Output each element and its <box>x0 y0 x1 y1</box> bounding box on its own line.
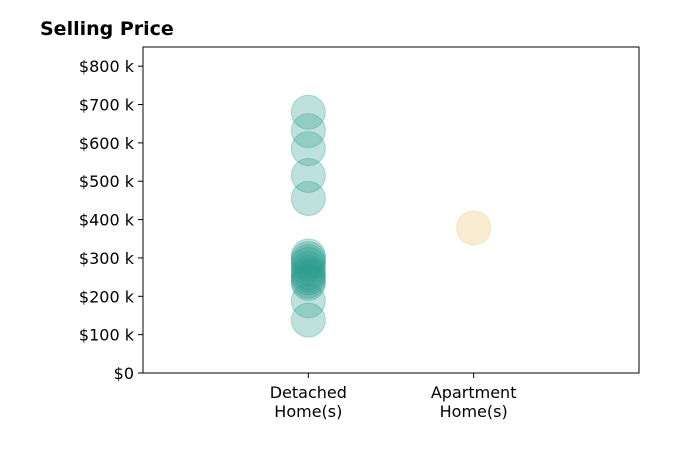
y-axis: $0 $100 k $200 k $300 k $400 k $500 k $600 k $7… <box>79 57 143 383</box>
chart-title: Selling Price <box>40 18 174 40</box>
data-point <box>290 257 326 293</box>
data-point <box>290 131 326 167</box>
y-tick-label: $700 k <box>79 96 135 115</box>
y-tick-label: $200 k <box>79 287 135 306</box>
data-point <box>290 94 326 130</box>
x-tick-label: Apartment Home(s) <box>431 383 517 421</box>
data-point <box>290 265 326 301</box>
data-points <box>290 94 492 338</box>
data-point <box>290 302 326 338</box>
y-tick-label: $300 k <box>79 249 135 268</box>
data-point <box>290 113 326 149</box>
y-tick-label: $800 k <box>79 57 135 76</box>
x-axis: Detached Home(s) Apartment Home(s) <box>270 373 517 421</box>
y-tick-label: $600 k <box>79 134 135 153</box>
data-point <box>290 255 326 291</box>
y-tick-label: $0 <box>114 364 134 383</box>
plot-frame <box>142 46 640 374</box>
y-tick-label: $400 k <box>79 211 135 230</box>
data-point <box>290 260 326 296</box>
data-point <box>290 246 326 282</box>
data-point <box>290 251 326 287</box>
data-point <box>290 263 326 299</box>
x-tick-label: Detached Home(s) <box>270 383 347 421</box>
data-point <box>290 244 326 280</box>
data-point <box>290 241 326 277</box>
data-point <box>290 157 326 193</box>
data-point <box>290 180 326 216</box>
data-point <box>290 238 326 274</box>
y-tick-label: $100 k <box>79 326 135 345</box>
data-point <box>456 210 492 246</box>
y-tick-label: $500 k <box>79 172 135 191</box>
data-point <box>290 283 326 319</box>
